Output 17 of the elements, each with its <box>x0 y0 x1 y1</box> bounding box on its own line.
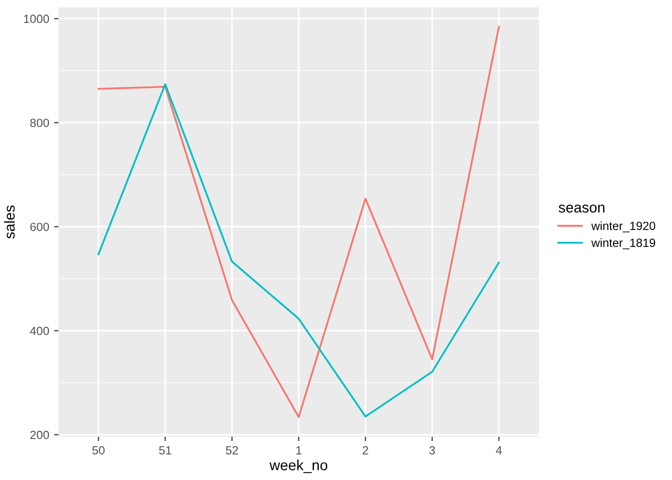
legend-label: winter_1920 <box>591 221 656 232</box>
x-axis-title: week_no <box>269 460 328 474</box>
x-tick-label: 1 <box>296 446 302 454</box>
x-tick-label: 51 <box>159 446 172 454</box>
y-tick-label: 200 <box>30 430 49 440</box>
legend-title: season <box>558 204 604 213</box>
legend-label: winter_1819 <box>591 238 656 250</box>
x-tick-label: 2 <box>362 446 368 454</box>
x-tick-label: 52 <box>226 446 238 454</box>
y-axis-title: sales <box>4 206 15 239</box>
x-tick-label: 4 <box>496 446 502 454</box>
y-tick-label: 600 <box>30 222 49 232</box>
y-tick-label: 1000 <box>24 14 49 24</box>
x-tick-label: 50 <box>92 446 105 454</box>
x-tick-label: 3 <box>429 446 435 454</box>
y-tick-label: 800 <box>30 118 49 128</box>
y-tick-label: 400 <box>30 326 49 336</box>
